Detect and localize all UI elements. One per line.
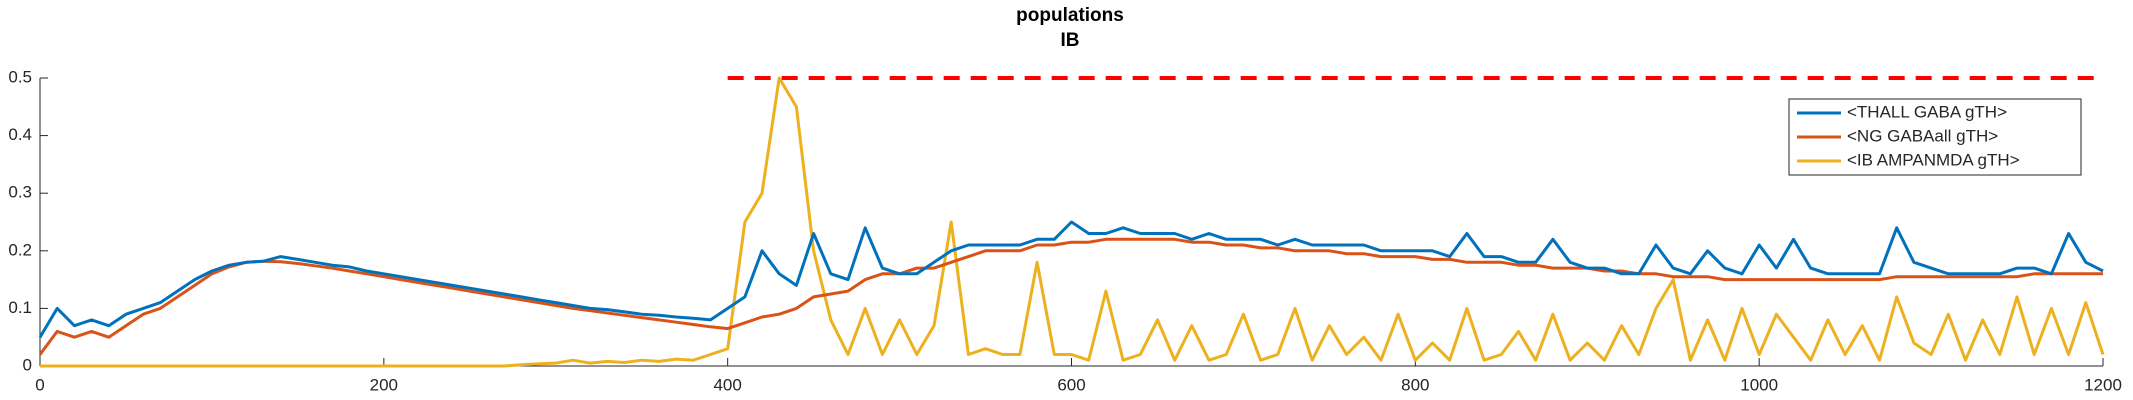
- y-tick-label: 0.3: [8, 183, 32, 202]
- legend-label: <IB AMPANMDA gTH>: [1847, 150, 2020, 169]
- series-line: [38, 220, 2104, 338]
- series-line: [38, 237, 2103, 356]
- x-tick-label: 800: [1401, 375, 1429, 394]
- x-tick-label: 400: [713, 375, 741, 394]
- x-tick-label: 1200: [2084, 375, 2122, 394]
- y-tick-label: 0.5: [8, 67, 32, 86]
- x-tick-label: 0: [35, 375, 44, 394]
- chart-subtitle: IB: [1061, 30, 1080, 51]
- x-tick-label: 600: [1057, 375, 1085, 394]
- y-tick-label: 0: [23, 355, 32, 374]
- y-tick-label: 0.2: [8, 240, 32, 259]
- x-tick-label: 200: [370, 375, 398, 394]
- legend-label: <THALL GABA gTH>: [1847, 102, 2007, 121]
- y-tick-label: 0.1: [8, 298, 32, 317]
- x-tick-label: 1000: [1740, 375, 1778, 394]
- y-tick-label: 0.4: [8, 125, 32, 144]
- series-line: [40, 76, 2105, 368]
- legend-label: <NG GABAall gTH>: [1847, 126, 1998, 145]
- chart-title: populations: [1016, 5, 1124, 26]
